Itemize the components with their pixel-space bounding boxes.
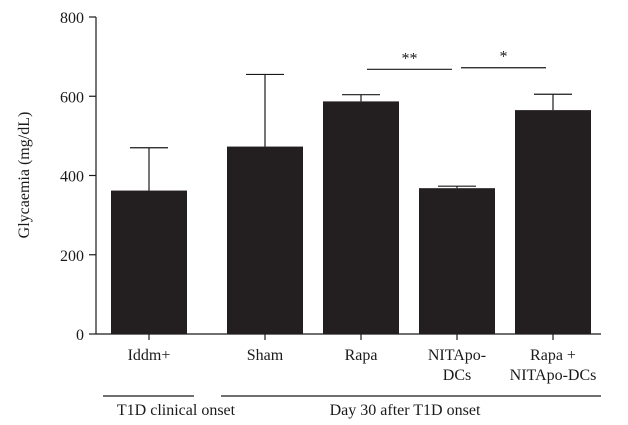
error-bars-layer: [130, 73, 572, 191]
y-tick-label: 600: [60, 89, 84, 106]
bar: [515, 110, 591, 335]
y-axis-ticks: 0 200 400 600 800: [60, 10, 96, 344]
bar: [111, 190, 187, 334]
bar: [227, 146, 303, 334]
x-tick-label: NITApo-: [428, 347, 486, 364]
x-tick-label: Iddm+: [128, 347, 171, 364]
x-tick-label: Rapa: [345, 347, 378, 364]
group-label: Day 30 after T1D onset: [330, 402, 481, 419]
x-tick-label: NITApo-DCs: [510, 367, 597, 384]
x-tick-label: Sham: [247, 347, 284, 364]
group-brackets-layer: T1D clinical onset Day 30 after T1D onset: [103, 395, 601, 419]
bar: [419, 188, 495, 334]
x-tick-label: DCs: [443, 367, 471, 384]
y-tick-label: 0: [76, 327, 84, 344]
bar: [323, 101, 399, 335]
y-tick-label: 200: [60, 248, 84, 265]
y-tick-label: 800: [60, 10, 84, 27]
bars-layer: [111, 101, 591, 335]
y-tick-label: 400: [60, 169, 84, 186]
x-tick-label: Rapa +: [530, 347, 576, 364]
significance-label: **: [402, 50, 418, 67]
significance-label: *: [500, 49, 508, 66]
significance-layer: ** *: [367, 49, 546, 70]
y-axis-title: Glycaemia (mg/dL): [16, 112, 33, 239]
group-label: T1D clinical onset: [117, 402, 236, 419]
